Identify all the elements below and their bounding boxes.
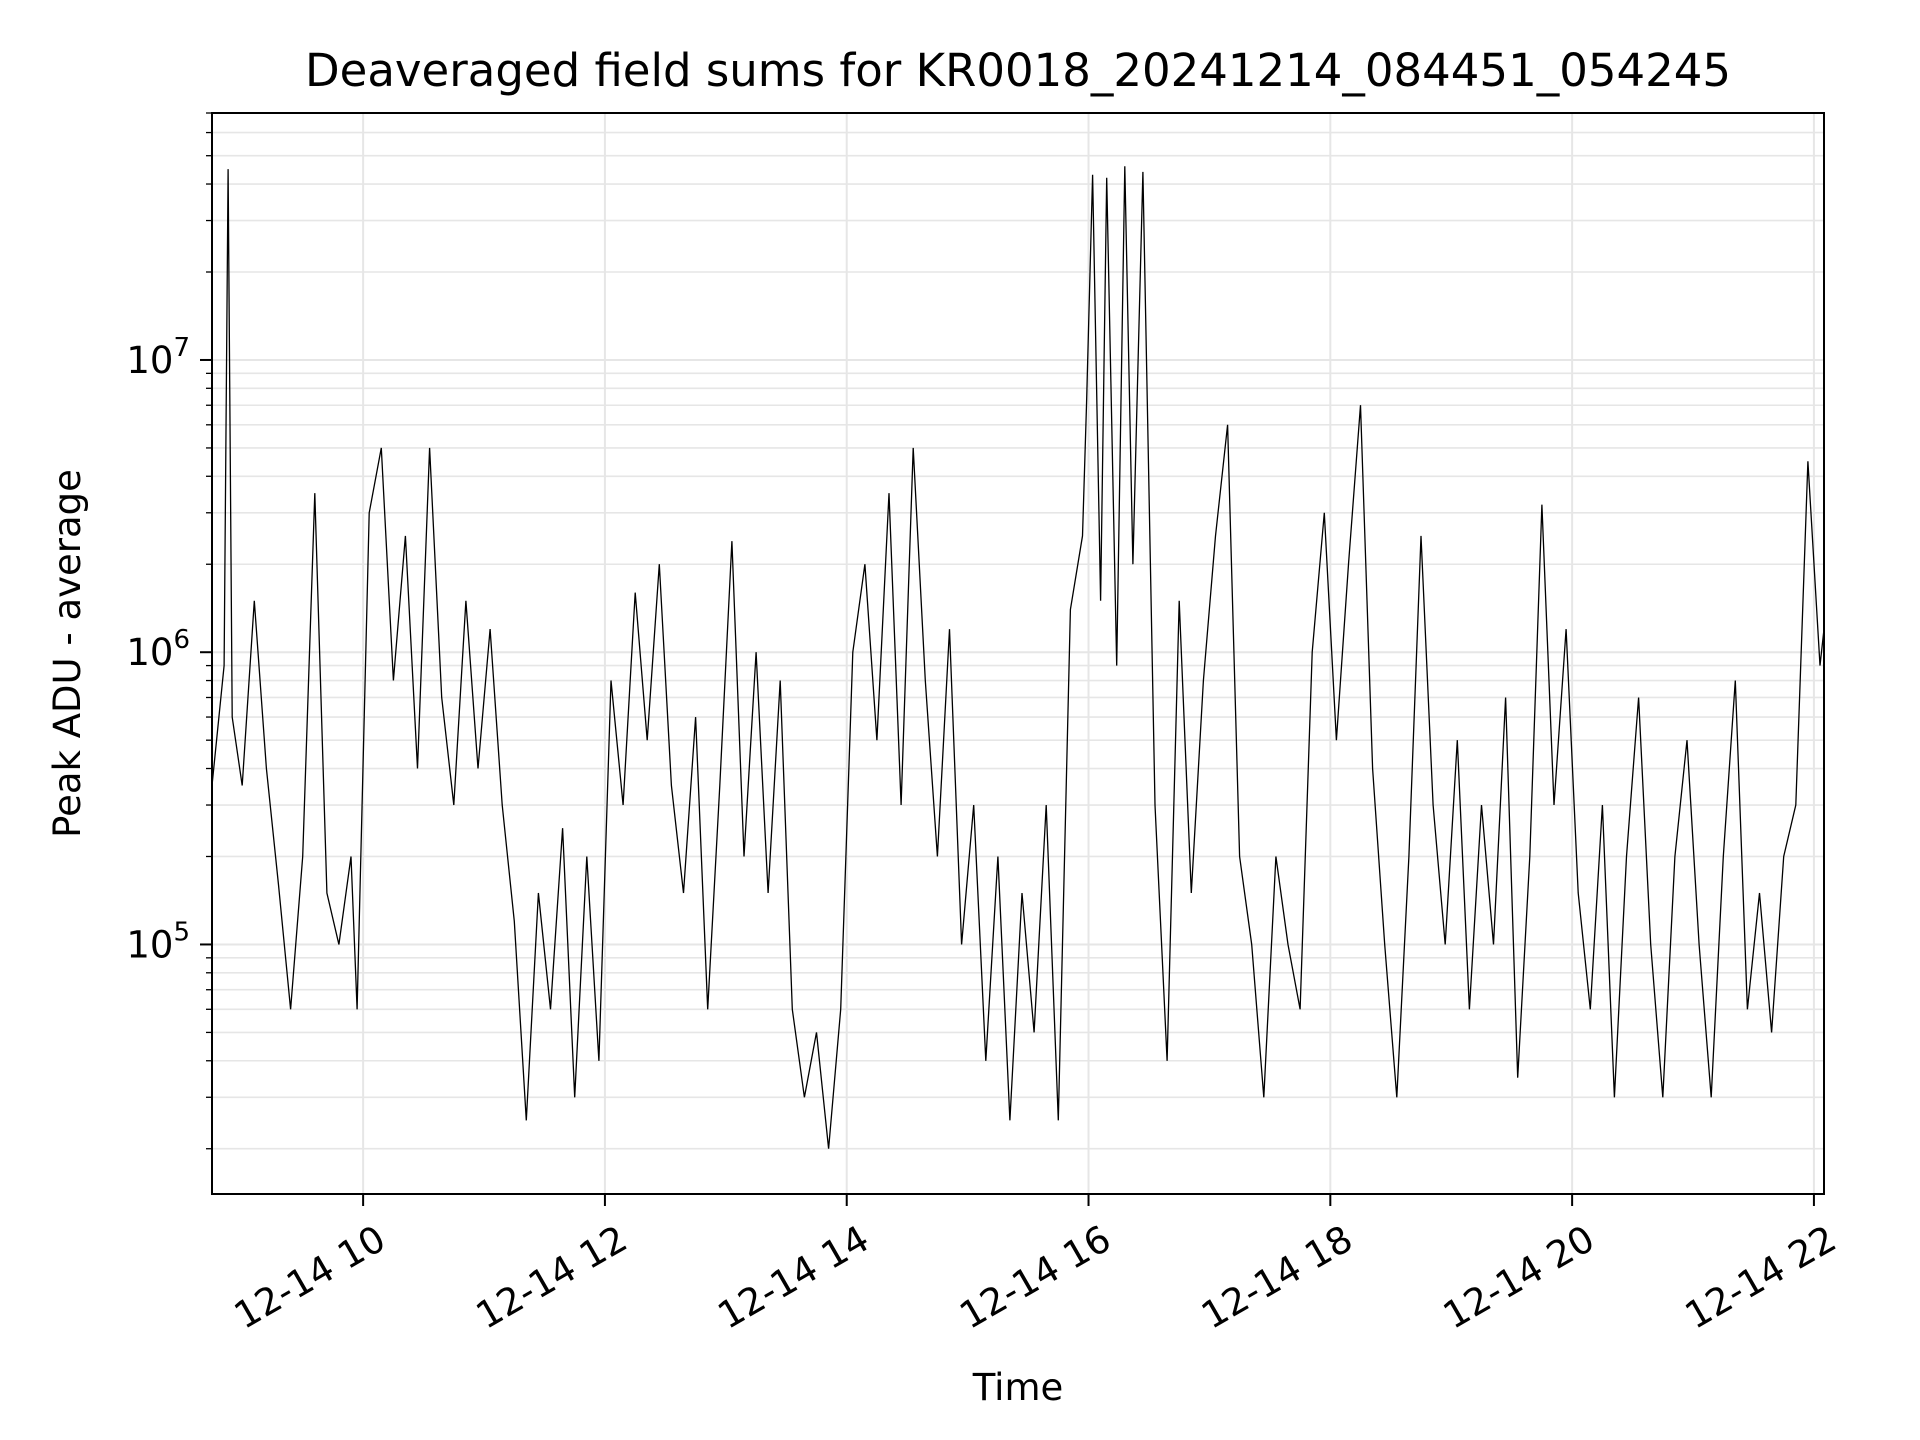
grid (212, 112, 1824, 1194)
y-tick-label: 107 (126, 333, 190, 382)
y-tick-label: 105 (126, 917, 190, 966)
y-tick-base: 10 (126, 339, 173, 382)
y-tick-exponent: 7 (173, 333, 190, 363)
chart-title: Deaveraged field sums for KR0018_2024121… (305, 44, 1731, 97)
y-tick-exponent: 6 (173, 625, 190, 655)
y-tick-label: 106 (126, 625, 190, 674)
y-tick-exponent: 5 (173, 917, 190, 947)
series-layer (211, 166, 1825, 1149)
y-axis-label: Peak ADU - average (46, 469, 89, 838)
x-axis-label: Time (972, 1366, 1064, 1409)
plot-frame (211, 112, 1825, 1195)
y-tick-base: 10 (126, 631, 173, 674)
y-tick-base: 10 (126, 923, 173, 966)
series-line (211, 166, 1825, 1149)
